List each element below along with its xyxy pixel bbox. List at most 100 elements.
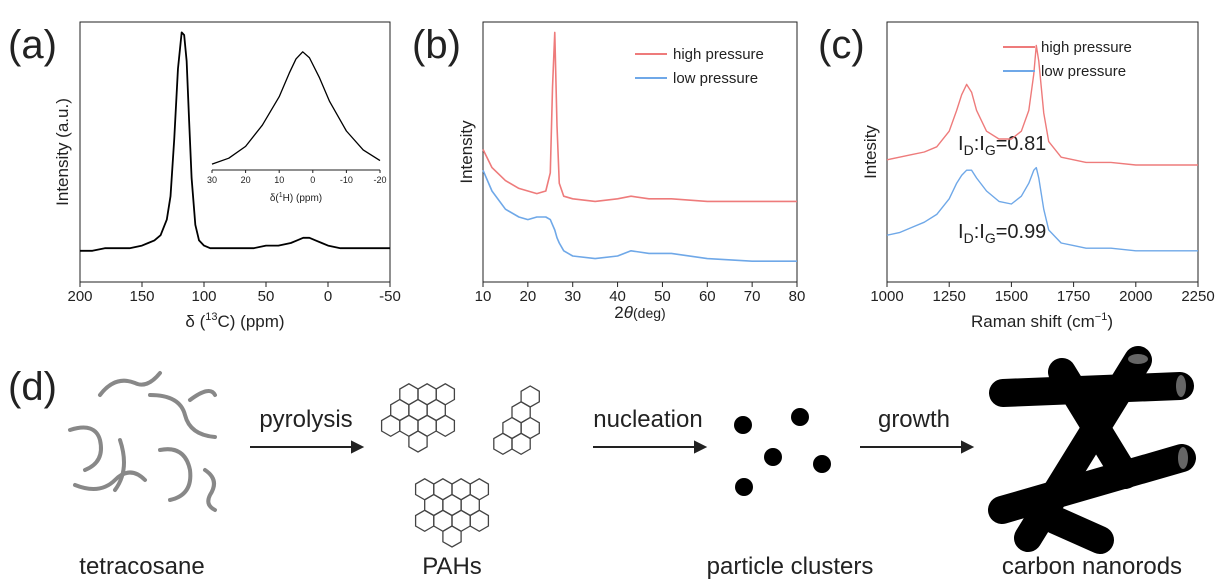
- rod-end: [1176, 375, 1186, 397]
- annotation: ID:IG=0.81: [958, 133, 1046, 158]
- particle: [813, 455, 831, 473]
- stage-label: carbon nanorods: [1002, 553, 1182, 580]
- particle: [764, 448, 782, 466]
- x-tick-label: 1750: [1057, 288, 1090, 305]
- ring: [435, 414, 456, 438]
- ring: [399, 383, 419, 406]
- label-part: δ(: [270, 193, 280, 204]
- spectrum-line: [886, 44, 1198, 166]
- ann-sub: G: [985, 230, 996, 246]
- chain: [73, 470, 147, 491]
- spectrum-line: [482, 31, 797, 203]
- chain: [68, 425, 103, 472]
- plot-frame: [482, 21, 798, 283]
- rod-ends: [1128, 354, 1188, 469]
- label-part: C) (ppm): [218, 312, 285, 331]
- x-tick-label: 0: [310, 175, 315, 185]
- ring: [380, 414, 401, 438]
- label-sup: −1: [1095, 311, 1108, 323]
- label-part: 2: [614, 303, 623, 322]
- stage-label: tetracosane: [79, 553, 204, 580]
- chain: [148, 393, 217, 439]
- spectrum-line: [80, 31, 390, 252]
- step-label: nucleation: [593, 406, 702, 433]
- stage-label: particle clusters: [707, 553, 874, 580]
- x-tick-label: 1250: [933, 288, 966, 305]
- ring: [493, 432, 513, 456]
- label-part: Raman shift (cm: [971, 312, 1095, 331]
- x-tick-label: 30: [564, 288, 581, 305]
- rod: [1014, 346, 1152, 552]
- ring: [469, 478, 490, 501]
- ring: [435, 383, 456, 406]
- x-tick-label: 20: [241, 175, 251, 185]
- annotation: ID:IG=0.99: [958, 221, 1046, 246]
- plot-frame: [886, 21, 1199, 283]
- plot-frame: [79, 21, 391, 283]
- ring: [417, 383, 437, 406]
- ann-part: I: [958, 221, 964, 243]
- ring: [433, 478, 453, 501]
- x-tick-label: 10: [274, 175, 284, 185]
- spectrum-line: [211, 51, 381, 165]
- x-tick-label: 60: [699, 288, 716, 305]
- x-tick-label: 0: [324, 288, 332, 305]
- ann-sub: D: [964, 230, 974, 246]
- rod: [1041, 506, 1114, 554]
- ann-part: :I: [974, 133, 985, 155]
- step-label: growth: [878, 406, 950, 433]
- legend-label: high pressure: [673, 46, 764, 63]
- step-label: pyrolysis: [259, 406, 352, 433]
- chain: [203, 468, 217, 512]
- label-sup: 1: [279, 192, 283, 199]
- x-tick-label: -50: [379, 288, 401, 305]
- rod-end: [1178, 447, 1188, 469]
- ring: [511, 432, 531, 456]
- ring: [469, 509, 490, 533]
- x-tick-label: 1500: [995, 288, 1028, 305]
- x-tick-label: 150: [129, 288, 154, 305]
- particle: [735, 478, 753, 496]
- chain: [188, 389, 217, 402]
- panel-label: (c): [818, 23, 865, 67]
- x-tick-label: 100: [191, 288, 216, 305]
- arrow-head: [351, 440, 365, 454]
- x-tick-label: -10: [340, 175, 353, 185]
- panel-label: (b): [412, 23, 461, 67]
- arrows: [250, 440, 975, 454]
- y-axis-label: Intensity: [457, 120, 476, 184]
- chain: [113, 438, 126, 492]
- arrow-head: [694, 440, 708, 454]
- rod-end: [1128, 354, 1148, 364]
- ring: [408, 430, 428, 453]
- spectrum-line: [886, 166, 1198, 252]
- x-tick-label: 50: [258, 288, 275, 305]
- y-axis-label: Intensity (a.u.): [53, 98, 72, 206]
- x-tick-label: 2000: [1119, 288, 1152, 305]
- particle: [734, 416, 752, 434]
- x-tick-label: 50: [654, 288, 671, 305]
- rod: [988, 444, 1196, 524]
- ring: [520, 385, 540, 408]
- nanorods: [988, 346, 1196, 554]
- label-part: ): [1107, 312, 1113, 331]
- x-tick-label: 200: [67, 288, 92, 305]
- ann-part: I: [958, 133, 964, 155]
- ring: [414, 509, 435, 533]
- x-tick-label: 70: [744, 288, 761, 305]
- x-tick-label: 10: [475, 288, 492, 305]
- ann-part: =0.81: [996, 133, 1047, 155]
- ann-sub: G: [985, 142, 996, 158]
- ann-part: :I: [974, 221, 985, 243]
- x-tick-label: 30: [207, 175, 217, 185]
- label-sup: 13: [205, 311, 217, 323]
- x-tick-label: 40: [609, 288, 626, 305]
- ann-sub: D: [964, 142, 974, 158]
- legend-label: low pressure: [673, 70, 758, 87]
- y-axis-label: Intesity: [861, 125, 880, 179]
- ann-part: =0.99: [996, 221, 1047, 243]
- pah-molecules: [380, 383, 540, 548]
- x-axis-label: δ (13C) (ppm): [185, 311, 284, 331]
- label-part: (deg): [633, 305, 666, 321]
- label-part: θ: [624, 303, 634, 322]
